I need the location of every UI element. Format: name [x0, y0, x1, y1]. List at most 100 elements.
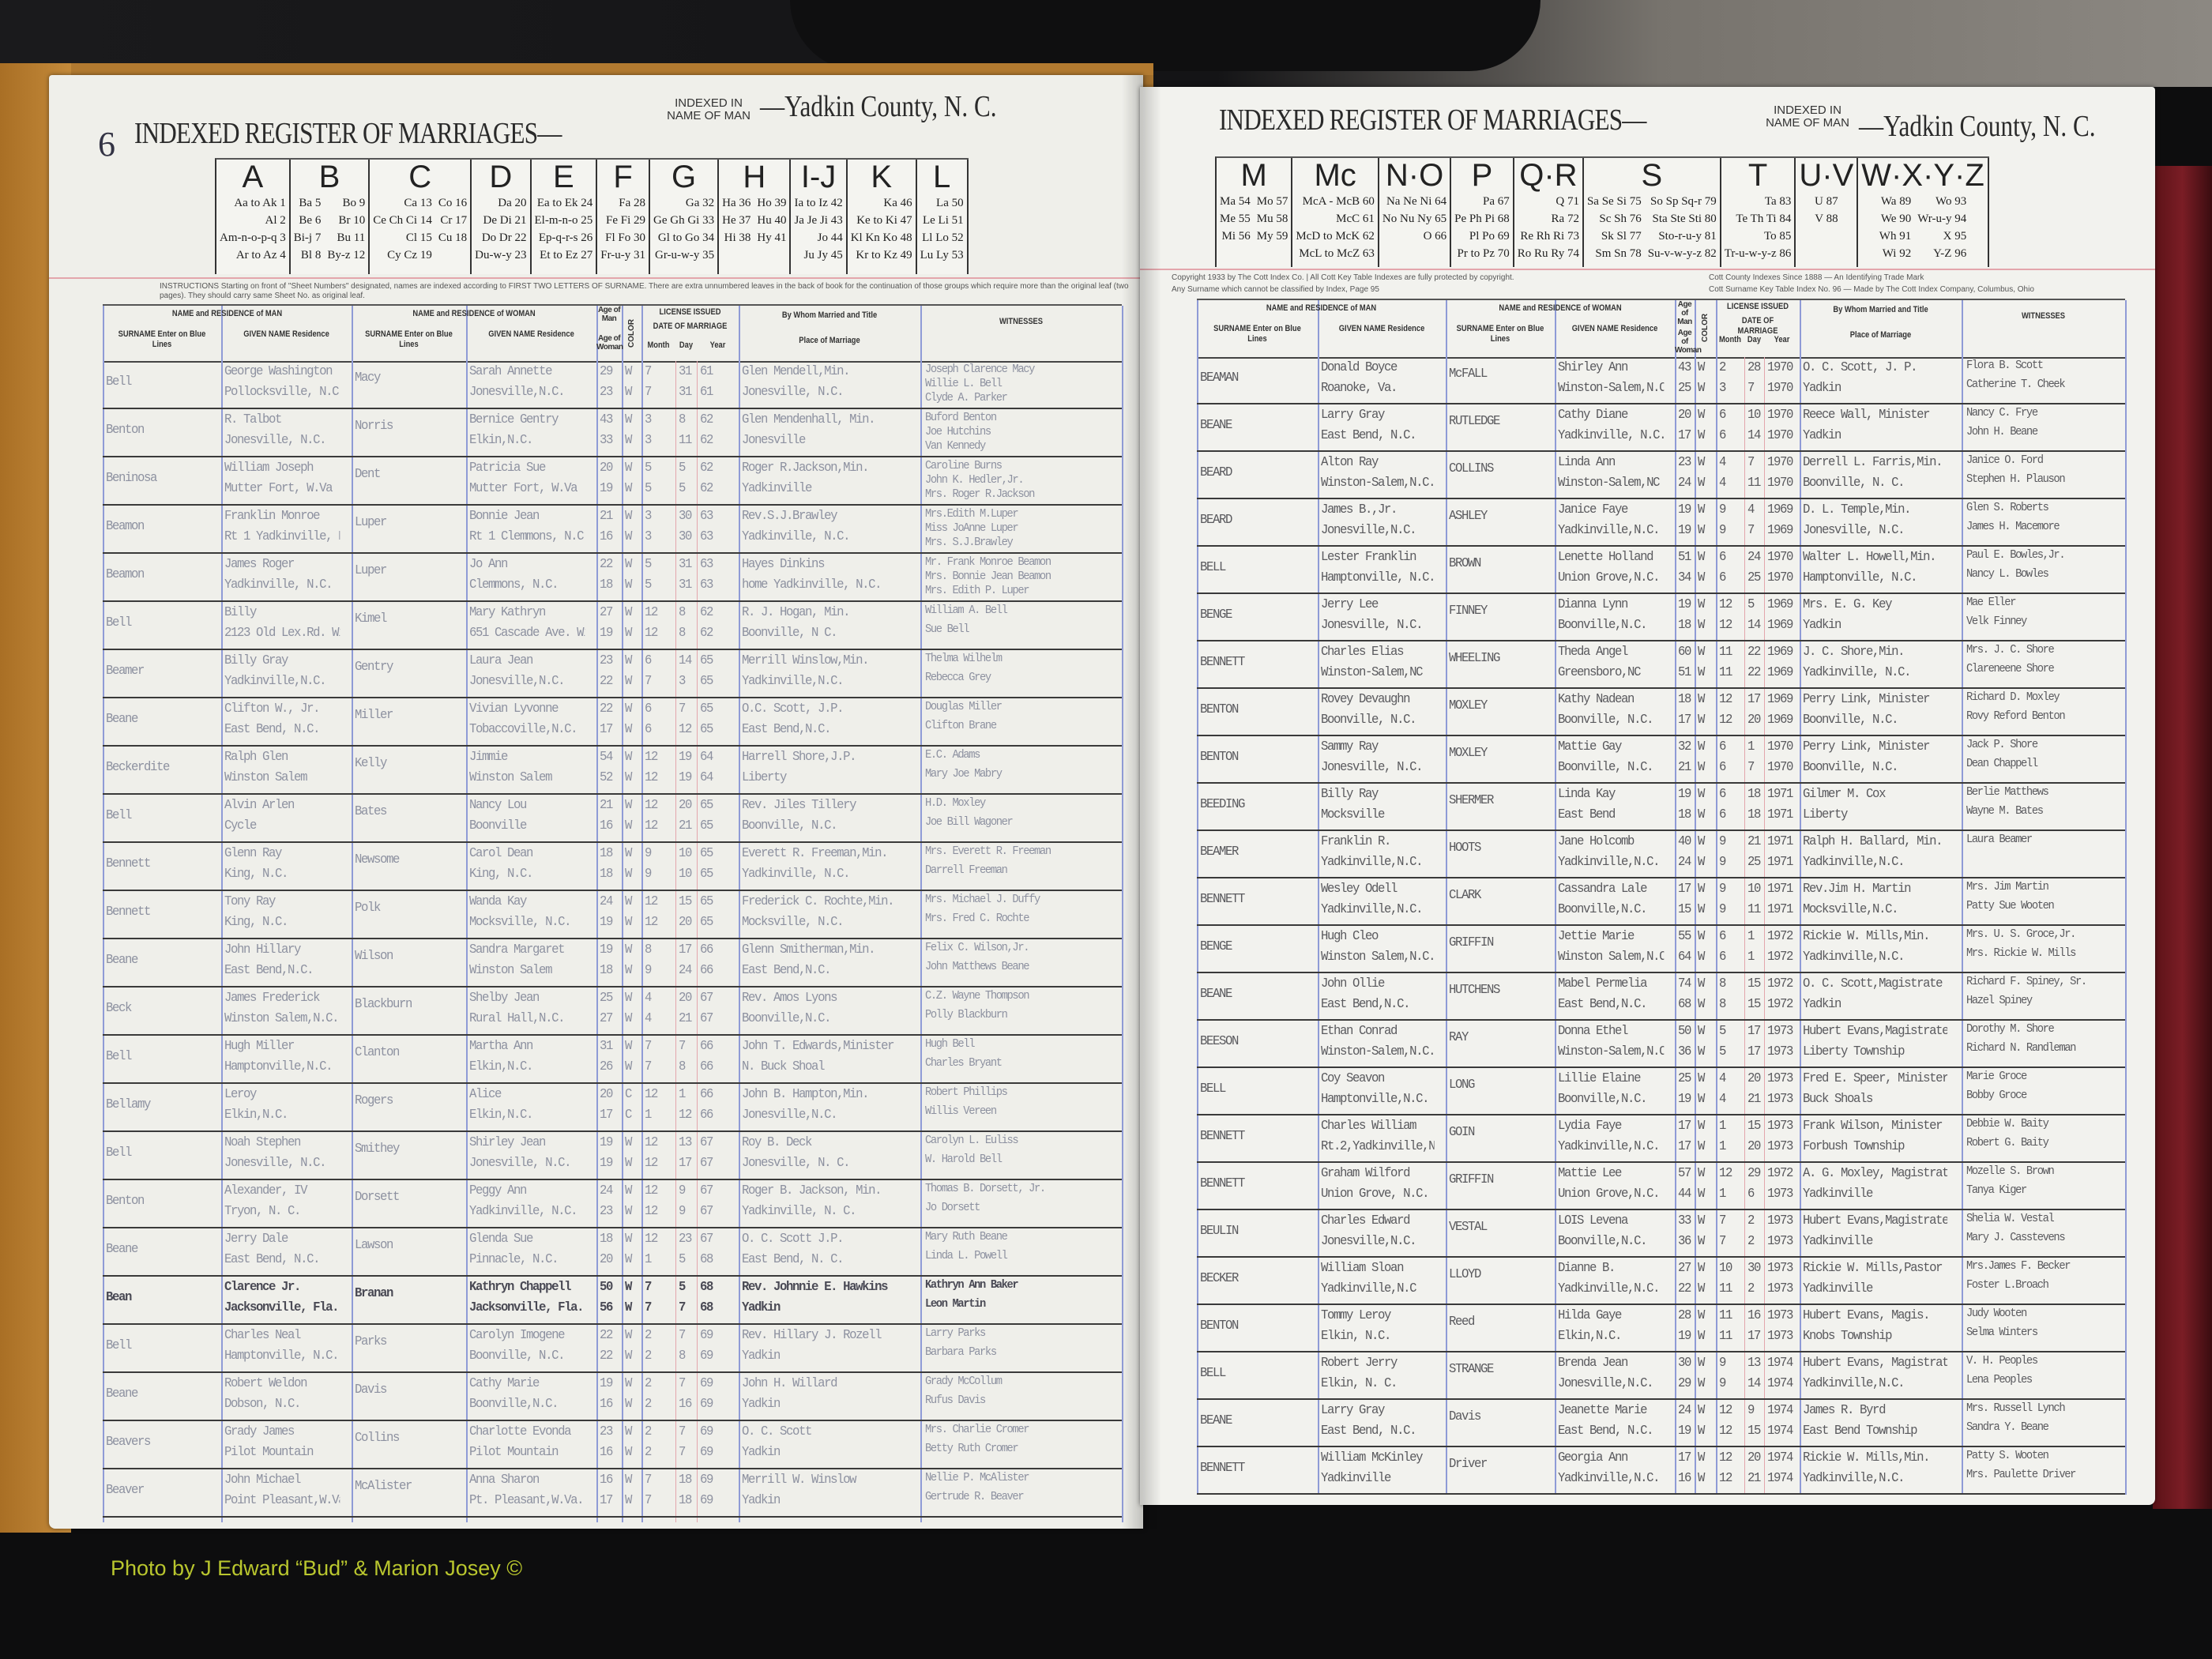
witness: Hugh Bell — [925, 1037, 975, 1051]
woman-surname: SHERMER — [1449, 792, 1494, 808]
woman-residence: Boonville,N.C. — [469, 1397, 559, 1412]
officiant: Ralph H. Ballard, Min. — [1803, 834, 1943, 849]
man-surname: Beane — [106, 953, 138, 968]
county-label: —Yadkin County, N. C. — [1859, 110, 2096, 143]
license-month: 9 — [1719, 882, 1726, 897]
license-day: 2 — [1747, 1213, 1755, 1228]
color-man: W — [625, 653, 632, 668]
witness: Patty Sue Wooten — [1966, 899, 2055, 912]
marriage-day: 8 — [679, 1349, 686, 1364]
man-surname: BEAMAN — [1200, 371, 1239, 386]
marriage-day: 18 — [679, 1493, 692, 1508]
woman-given-name: LOIS Levena — [1558, 1213, 1628, 1228]
witness: Flora B. Scott — [1966, 359, 2044, 372]
marriage-day: 10 — [679, 867, 692, 882]
table-row: Beckerdite Ralph Glen Winston Salem Kelly Ji… — [103, 747, 1122, 795]
place-of-marriage: Knobs Township — [1803, 1329, 1892, 1344]
man-residence: Jacksonville, Fla. — [224, 1300, 339, 1315]
place-of-marriage: Yadkin — [1803, 428, 1841, 443]
woman-surname: McAlister — [355, 1478, 412, 1494]
marriage-year: 1973 — [1767, 1329, 1793, 1344]
index-item: McA - McB 60 — [1302, 195, 1375, 208]
color-man: W — [1698, 597, 1705, 612]
marriage-month: 12 — [645, 1204, 658, 1219]
index-item: Wh 91 — [1879, 230, 1912, 243]
witness: Dorothy M. Shore — [1966, 1022, 2055, 1036]
woman-residence: Boonville, N.C. — [1558, 760, 1653, 775]
officiant: Hubert Evans,Magistrate — [1803, 1213, 1948, 1228]
marriage-month: 1 — [1719, 1187, 1726, 1202]
marriage-day: 24 — [679, 963, 692, 978]
marriage-year: 1974 — [1767, 1424, 1793, 1439]
officiant: Frank Wilson, Minister — [1803, 1119, 1943, 1134]
license-month: 6 — [1719, 550, 1726, 565]
witness: Rufus Davis — [925, 1394, 986, 1407]
marriage-month: 8 — [1719, 997, 1726, 1012]
index-item: Ju Jy 45 — [803, 249, 843, 261]
age-woman: 27 — [600, 1011, 613, 1026]
woman-residence: East Bend, N.C. — [1558, 1424, 1653, 1439]
man-given-header: GIVEN NAME Residence — [1338, 324, 1425, 333]
license-day: 1 — [1747, 929, 1755, 944]
officiant: D. L. Temple,Min. — [1803, 502, 1911, 517]
witness: Stephen H. Plauson — [1966, 472, 2066, 486]
man-surname: BELL — [1200, 560, 1226, 575]
man-given-name: Rovey Devaughn — [1321, 692, 1410, 707]
marriage-day: 12 — [679, 722, 692, 737]
license-month: 4 — [1719, 455, 1726, 470]
marriage-day: 31 — [679, 385, 692, 400]
age-woman: 19 — [1678, 1092, 1691, 1107]
marriage-year: 62 — [700, 626, 713, 641]
license-year: 66 — [700, 1087, 713, 1102]
color-woman: W — [625, 1300, 632, 1315]
color-man: W — [625, 1232, 632, 1247]
index-column: Ha 36 He 37 Hi 38 — [722, 194, 750, 246]
color-woman: W — [625, 963, 632, 978]
index-item: Ep-q-r-s 26 — [538, 231, 593, 244]
table-row: BENNETT William McKinley Yadkinville Driver… — [1197, 1447, 2125, 1495]
license-day: 21 — [1747, 834, 1761, 849]
age-woman: 16 — [600, 818, 613, 833]
license-year: 1971 — [1767, 787, 1793, 802]
index-item: Al 2 — [265, 214, 286, 227]
column-rule — [1744, 357, 1745, 1495]
age-man: 22 — [600, 1328, 613, 1343]
man-residence: Cycle — [224, 818, 257, 833]
marriage-day: 17 — [679, 1156, 692, 1171]
woman-surname: Rogers — [355, 1093, 393, 1108]
witness: Foster L.Broach — [1966, 1278, 2049, 1292]
place-of-marriage: East Bend, N. C. — [742, 1252, 844, 1267]
marriage-day: 14 — [1747, 618, 1761, 633]
woman-residence: Jonesville,N.C. — [469, 674, 565, 689]
license-month: 5 — [645, 557, 652, 572]
marriage-month: 4 — [645, 1011, 652, 1026]
witness: Mae Eller — [1966, 596, 2016, 609]
woman-residence: 651 Cascade Ave. Winston-Salem NC — [469, 626, 585, 641]
license-day: 18 — [1747, 787, 1761, 802]
man-residence: Rt.2,Yadkinville,N.C. — [1321, 1139, 1435, 1154]
officiant: Rickie W. Mills,Pastor — [1803, 1261, 1943, 1276]
woman-residence: Jonesville,N.C. — [1558, 1376, 1653, 1391]
man-surname: BEAMER — [1200, 845, 1239, 860]
marriage-year: 63 — [700, 577, 713, 592]
age-man: 20 — [1678, 408, 1691, 423]
woman-given-name: Mattie Gay — [1558, 739, 1622, 754]
man-header: NAME and RESIDENCE of MAN — [171, 309, 283, 318]
table-header: NAME and RESIDENCE of MAN SURNAME Enter o… — [103, 304, 1123, 363]
table-row: Beck James Frederick Winston Salem,N.C. Bla… — [103, 988, 1122, 1036]
table-row: Beavers Grady James Pilot Mountain Collins C… — [103, 1421, 1122, 1469]
marriage-year: 65 — [700, 867, 713, 882]
marriage-day: 17 — [1747, 1329, 1761, 1344]
license-year: 67 — [700, 1232, 713, 1247]
witness: Mrs. Paulette Driver — [1966, 1468, 2076, 1481]
woman-residence: Jonesville, N.C. — [469, 1156, 571, 1171]
age-woman: 18 — [1678, 618, 1691, 633]
column-rule — [466, 306, 468, 363]
woman-given-header: GIVEN NAME Residence — [488, 329, 574, 339]
age-man: 60 — [1678, 645, 1691, 660]
man-residence: 2123 Old Lex.Rd. Winston-Salem NC — [224, 626, 340, 641]
age-woman: 16 — [600, 1397, 613, 1412]
officiant: Hubert Evans, Magistrate — [1803, 1356, 1948, 1371]
license-year: 61 — [700, 364, 713, 379]
index-letter: U·V — [1799, 158, 1854, 193]
